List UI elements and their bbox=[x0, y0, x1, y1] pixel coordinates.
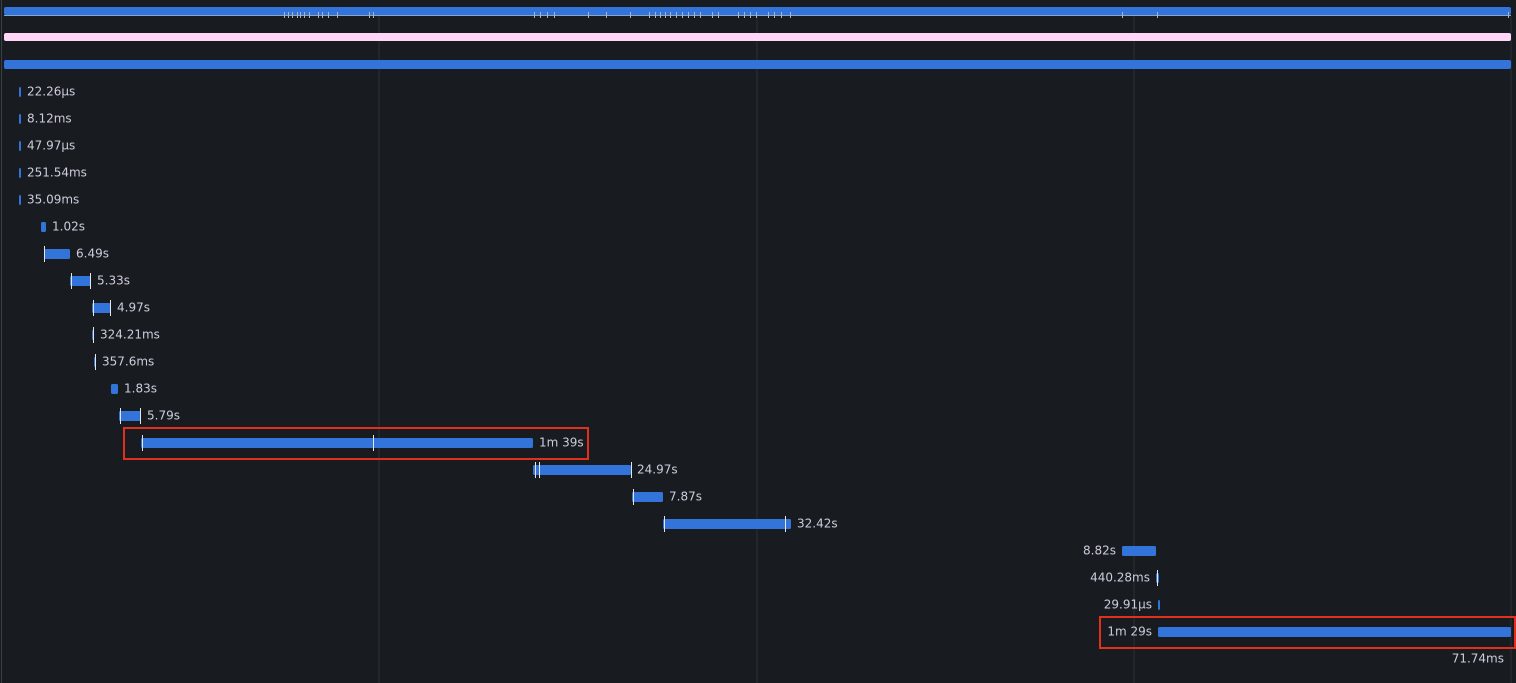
span-rows: 22.26µs 8.12ms 47.97µs 251.54ms 35.09ms 1.02s… bbox=[19, 85, 1511, 666]
span-duration: 1m 39s bbox=[539, 436, 584, 450]
span-bar bbox=[19, 87, 21, 97]
span-duration: 6.49s bbox=[76, 247, 109, 261]
overview-bar bbox=[4, 7, 1511, 15]
highlight-box bbox=[123, 427, 589, 460]
span-bar bbox=[119, 411, 141, 421]
span-bar bbox=[632, 492, 663, 502]
span-bar bbox=[19, 141, 21, 151]
span-bar bbox=[1158, 600, 1160, 610]
span-duration: 324.21ms bbox=[100, 328, 160, 342]
highlight-box bbox=[1099, 616, 1516, 649]
span-duration: 1.83s bbox=[124, 382, 157, 396]
span-duration: 440.28ms bbox=[1090, 571, 1150, 585]
span-duration: 22.26µs bbox=[27, 85, 75, 99]
span-duration: 24.97s bbox=[637, 463, 678, 477]
root-span-bar bbox=[4, 33, 1511, 41]
span-duration: 32.42s bbox=[797, 517, 838, 531]
span-duration: 71.74ms bbox=[1452, 652, 1504, 666]
span-bar bbox=[1122, 546, 1156, 556]
span-duration: 29.91µs bbox=[1104, 598, 1152, 612]
span-bar bbox=[44, 249, 70, 259]
span-bar bbox=[111, 384, 118, 394]
span-duration: 35.09ms bbox=[27, 193, 79, 207]
span-duration: 1m 29s bbox=[1107, 625, 1152, 639]
span-duration: 5.33s bbox=[97, 274, 130, 288]
span-duration: 251.54ms bbox=[27, 166, 87, 180]
span-duration: 1.02s bbox=[52, 220, 85, 234]
span-duration: 8.82s bbox=[1083, 544, 1116, 558]
span-bar bbox=[19, 168, 21, 178]
span-bar bbox=[141, 438, 533, 448]
service-span-bar bbox=[4, 60, 1511, 69]
span-bar bbox=[70, 276, 91, 286]
span-bar bbox=[19, 114, 21, 124]
span-bar bbox=[41, 222, 46, 232]
span-bar bbox=[19, 195, 21, 205]
span-bar bbox=[533, 465, 631, 475]
span-duration: 357.6ms bbox=[102, 355, 154, 369]
span-duration: 5.79s bbox=[147, 409, 180, 423]
span-duration: 47.97µs bbox=[27, 139, 75, 153]
span-bar bbox=[1158, 627, 1511, 637]
span-duration: 4.97s bbox=[117, 301, 150, 315]
span-duration: 8.12ms bbox=[27, 112, 72, 126]
span-bar bbox=[92, 303, 111, 313]
span-duration: 7.87s bbox=[669, 490, 702, 504]
span-bar bbox=[663, 519, 791, 529]
